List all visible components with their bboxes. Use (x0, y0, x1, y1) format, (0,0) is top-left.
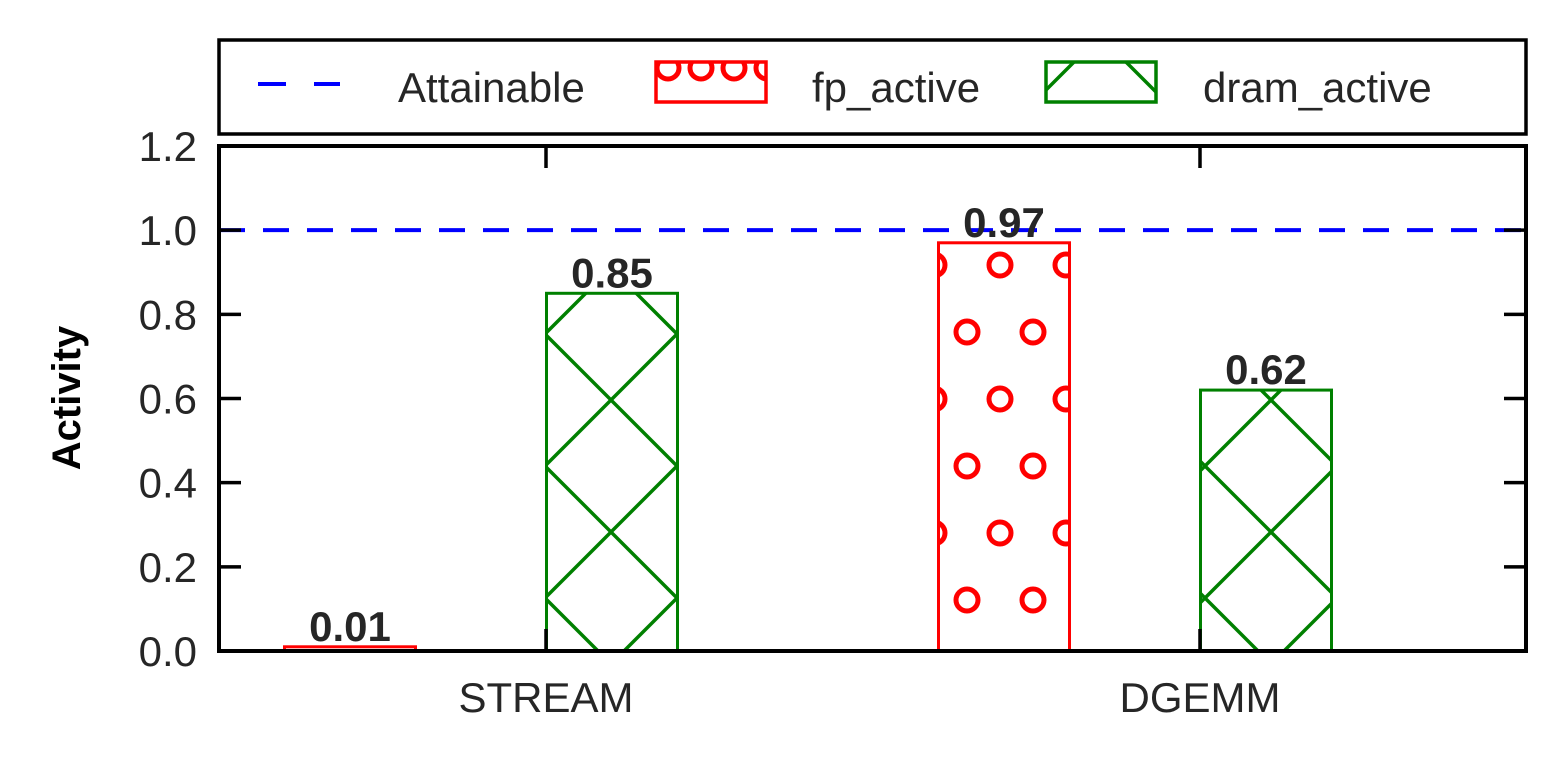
legend-fp-active-label: fp_active (812, 64, 980, 111)
bar-fp-active-dgemm (937, 241, 1071, 653)
data-label-dram-active-stream: 0.85 (571, 249, 653, 296)
y-tick-label: 0.6 (139, 376, 197, 423)
x-tick-label-dgemm: DGEMM (1120, 674, 1281, 721)
legend: Attainable fp_active dram_active (217, 38, 1528, 136)
legend-dram-active-label: dram_active (1203, 64, 1432, 111)
legend-dram-active-swatch (1044, 60, 1158, 104)
y-tick-label: 0.4 (139, 460, 197, 507)
data-label-dram-active-dgemm: 0.62 (1225, 346, 1307, 393)
y-tick-label: 1.0 (139, 207, 197, 254)
data-label-fp-active-stream: 0.01 (309, 603, 391, 650)
data-labels-group: 0.01 0.97 0.85 0.62 (309, 199, 1307, 650)
bar-dram-active-stream (545, 291, 679, 653)
legend-frame (217, 38, 1528, 136)
y-tick-label: 0.8 (139, 291, 197, 338)
bar-dram-active-dgemm (1199, 388, 1333, 653)
data-label-fp-active-dgemm: 0.97 (963, 199, 1045, 246)
legend-fp-active-swatch (654, 60, 768, 104)
y-tick-label: 0.0 (139, 628, 197, 675)
y-axis-title: Activity (45, 325, 89, 470)
x-axis: STREAM DGEMM (458, 146, 1281, 721)
legend-attainable-label: Attainable (398, 64, 585, 111)
bars-group (283, 241, 1333, 653)
x-tick-label-stream: STREAM (458, 674, 633, 721)
y-axis: 0.0 0.2 0.4 0.6 0.8 1.0 1.2 (139, 123, 1526, 675)
y-tick-label: 1.2 (139, 123, 197, 170)
y-tick-label: 0.2 (139, 544, 197, 591)
